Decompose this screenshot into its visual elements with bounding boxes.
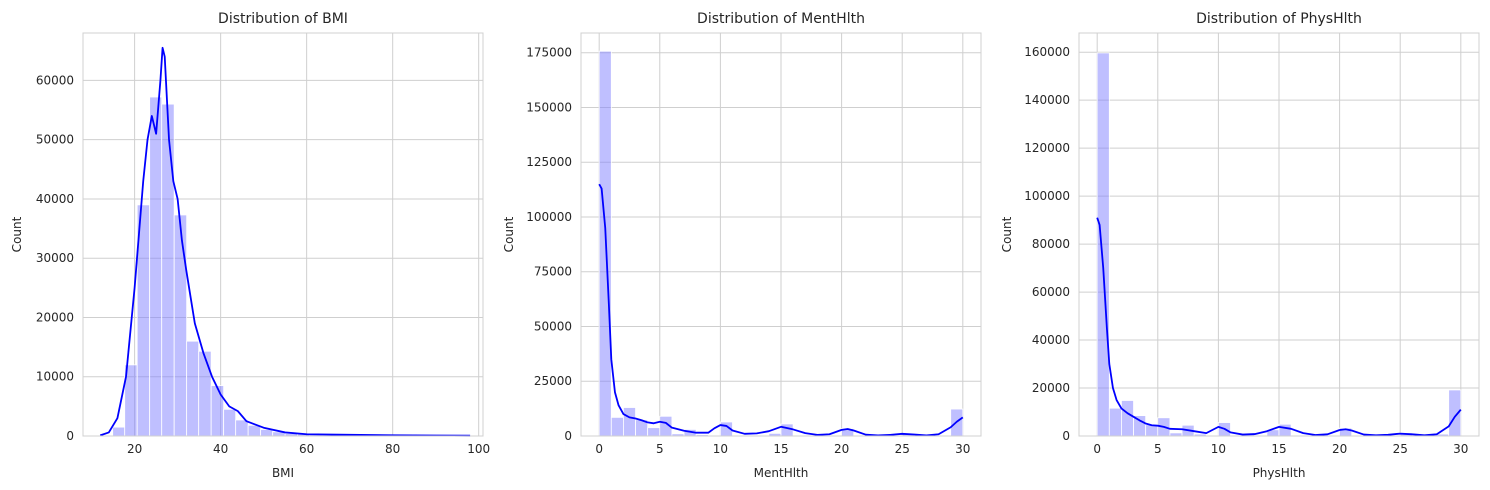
menthlth-x-tick-label: 30 [955, 442, 970, 456]
bmi-x-ticks: 20 40 60 80 100 [127, 442, 490, 456]
bmi-kde-line [99, 46, 471, 437]
menthlth-x-tick-label: 0 [595, 442, 603, 456]
menthlth-x-tick-label: 10 [713, 442, 728, 456]
bmi-histogram-bar [235, 419, 249, 437]
bmi-histogram-bar [149, 96, 163, 437]
bmi-x-tick-label: 20 [127, 442, 142, 456]
physhlth-y-tick-label: 80000 [1032, 237, 1070, 251]
menthlth-y-axis-label: Count [502, 216, 516, 252]
menthlth-y-tick-label: 175000 [526, 46, 572, 60]
menthlth-x-tick-label: 25 [895, 442, 910, 456]
bmi-bars [99, 96, 471, 437]
physhlth-x-tick-label: 20 [1332, 442, 1347, 456]
physhlth-panel: 0 5 10 15 20 25 30 0 20000 40000 60000 80000 100000… [1000, 11, 1480, 480]
menthlth-x-tick-label: 20 [834, 442, 849, 456]
menthlth-grid [581, 33, 981, 437]
physhlth-y-tick-label: 0 [1062, 429, 1070, 443]
bmi-plot-area [82, 32, 484, 437]
physhlth-y-axis-label: Count [1000, 216, 1014, 252]
menthlth-panel: 0 5 10 15 20 25 30 0 25000 50000 75000 100000 12500… [502, 11, 982, 480]
physhlth-y-tick-label: 20000 [1032, 381, 1070, 395]
physhlth-histogram-bar [1108, 407, 1122, 437]
menthlth-plot-area [580, 32, 982, 437]
bmi-histogram-bar [223, 408, 237, 437]
physhlth-x-tick-label: 30 [1453, 442, 1468, 456]
menthlth-y-tick-label: 25000 [534, 374, 572, 388]
bmi-y-tick-label: 30000 [36, 251, 74, 265]
bmi-y-tick-label: 40000 [36, 192, 74, 206]
menthlth-kde-line [598, 183, 964, 437]
bmi-title: Distribution of BMI [218, 11, 348, 27]
menthlth-y-tick-label: 100000 [526, 210, 572, 224]
physhlth-y-tick-label: 120000 [1024, 141, 1070, 155]
menthlth-y-tick-label: 75000 [534, 265, 572, 279]
physhlth-title: Distribution of PhysHlth [1196, 11, 1362, 27]
physhlth-y-tick-label: 160000 [1024, 45, 1070, 59]
menthlth-y-ticks: 0 25000 50000 75000 100000 125000 150000 175000 [526, 46, 572, 443]
physhlth-histogram-bar [1121, 400, 1134, 437]
physhlth-plot-area [1078, 32, 1480, 437]
bmi-histogram-bar [247, 424, 262, 437]
bmi-x-tick-label: 40 [213, 442, 228, 456]
physhlth-y-tick-label: 60000 [1032, 285, 1070, 299]
physhlth-x-tick-label: 10 [1211, 442, 1226, 456]
physhlth-y-tick-label: 40000 [1032, 333, 1070, 347]
menthlth-y-tick-label: 150000 [526, 100, 572, 114]
menthlth-histogram-bar [623, 407, 636, 437]
bmi-y-tick-label: 20000 [36, 310, 74, 324]
physhlth-x-tick-label: 0 [1093, 442, 1101, 456]
physhlth-x-ticks: 0 5 10 15 20 25 30 [1093, 442, 1468, 456]
bmi-histogram-bar [112, 426, 126, 437]
physhlth-x-axis-label: PhysHlth [1253, 466, 1306, 480]
bmi-y-axis-label: Count [10, 216, 24, 252]
bmi-x-axis-label: BMI [272, 466, 294, 480]
bmi-histogram-bar [186, 340, 200, 437]
physhlth-grid [1079, 33, 1479, 437]
menthlth-y-tick-label: 0 [564, 429, 572, 443]
bmi-histogram-bar [173, 214, 188, 437]
bmi-histogram-bar [210, 385, 225, 437]
bmi-panel: 20 40 60 80 100 0 10000 20000 30000 40000 50000 60… [10, 11, 490, 480]
menthlth-x-tick-label: 15 [773, 442, 788, 456]
menthlth-y-tick-label: 50000 [534, 319, 572, 333]
menthlth-x-ticks: 0 5 10 15 20 25 30 [595, 442, 970, 456]
bmi-histogram-bar [260, 429, 274, 437]
physhlth-y-ticks: 0 20000 40000 60000 80000 100000 120000 140000 1… [1024, 45, 1070, 443]
menthlth-y-tick-label: 125000 [526, 155, 572, 169]
bmi-x-tick-label: 60 [299, 442, 314, 456]
bmi-histogram-bar [198, 350, 212, 437]
physhlth-y-tick-label: 140000 [1024, 93, 1070, 107]
bmi-histogram-bar [161, 103, 175, 437]
physhlth-histogram-bar [1096, 52, 1110, 437]
bmi-y-ticks: 0 10000 20000 30000 40000 50000 60000 [36, 73, 74, 443]
physhlth-x-tick-label: 5 [1154, 442, 1162, 456]
physhlth-kde-line [1096, 217, 1462, 437]
bmi-y-tick-label: 0 [66, 429, 74, 443]
physhlth-x-tick-label: 15 [1271, 442, 1286, 456]
bmi-x-tick-label: 100 [467, 442, 490, 456]
physhlth-y-tick-label: 100000 [1024, 189, 1070, 203]
bmi-y-tick-label: 10000 [36, 370, 74, 384]
menthlth-title: Distribution of MentHlth [697, 11, 865, 27]
menthlth-histogram-bar [647, 427, 661, 437]
menthlth-histogram-bar [780, 423, 794, 437]
physhlth-histogram-bar [1278, 423, 1292, 437]
menthlth-histogram-bar [610, 416, 624, 437]
physhlth-x-tick-label: 25 [1393, 442, 1408, 456]
menthlth-x-tick-label: 5 [656, 442, 664, 456]
bmi-y-tick-label: 60000 [36, 73, 74, 87]
bmi-y-tick-label: 50000 [36, 133, 74, 147]
menthlth-x-axis-label: MentHlth [754, 466, 809, 480]
bmi-x-tick-label: 80 [385, 442, 400, 456]
